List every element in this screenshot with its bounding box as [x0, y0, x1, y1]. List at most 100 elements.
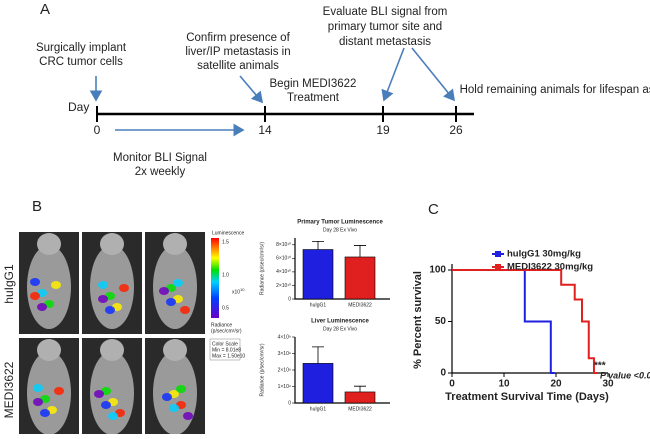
- y-axis-label: % Percent survival: [412, 271, 424, 369]
- timeline-note: Monitor BLI Signal: [113, 152, 207, 164]
- color-bar: [211, 238, 219, 318]
- bar-ylabel: Radiance (p/sec/cm²/sr): [259, 242, 265, 295]
- timeline-note: Begin MEDI3622: [270, 78, 357, 90]
- y-tick-label: 4×10⁹: [278, 334, 291, 340]
- error-bar: [312, 346, 324, 364]
- bar-subtitle: Day 28 Ex Vivo: [323, 227, 357, 233]
- color-scale-text: Min = 8.01e8: [212, 347, 241, 353]
- scale-tick: 1.0: [222, 272, 229, 278]
- y-tick-label: 0: [288, 296, 291, 302]
- y-tick-label: 1×10⁹: [278, 384, 291, 390]
- y-tick-label: 6×10¹⁰: [276, 256, 291, 262]
- timeline-note: CRC tumor cells: [39, 56, 123, 68]
- y-tick-label: 8×10¹⁰: [276, 242, 291, 248]
- error-bar: [312, 240, 324, 250]
- legend-marker: [495, 264, 501, 270]
- radiance-label: Radiance: [211, 322, 232, 328]
- error-bar: [354, 245, 366, 257]
- row-label: MEDI3622: [2, 361, 16, 418]
- y-tick-label: 4×10¹⁰: [276, 269, 291, 275]
- color-scale-box: [209, 338, 241, 361]
- survival-line: [452, 269, 598, 374]
- x-axis-label: Treatment Survival Time (Days): [445, 391, 609, 403]
- bar: [302, 363, 334, 404]
- x-tick-label: 10: [498, 379, 510, 390]
- timeline-axis-label: Day: [68, 100, 89, 114]
- timeline-tick-label: 26: [449, 123, 463, 137]
- y-tick-label: 2×10¹⁰: [276, 283, 291, 289]
- bli-signal: [183, 412, 193, 420]
- mouse-head: [163, 339, 187, 361]
- p-value: P value <0.001: [600, 370, 650, 380]
- legend-label: MEDI3622 30mg/kg: [507, 262, 593, 273]
- bli-signal: [176, 385, 186, 393]
- color-scale-text: Color Scale: [212, 341, 238, 347]
- bar-subtitle: Day 28 Ex Vivo: [323, 326, 357, 332]
- timeline-note: Hold remaining animals for lifespan assa…: [460, 84, 650, 96]
- bli-images: [19, 232, 205, 439]
- scale-unit: x10: [232, 289, 240, 295]
- bar: [344, 256, 376, 300]
- timeline-note: primary tumor site and: [328, 21, 442, 33]
- timeline-note: Treatment: [287, 92, 340, 104]
- timeline-note: distant metastasis: [339, 36, 431, 48]
- axis: [451, 264, 608, 374]
- bli-signal: [94, 390, 104, 398]
- y-tick-label: 0: [440, 368, 446, 379]
- x-tick-label: MEDI3622: [348, 406, 372, 412]
- y-tick-label: 50: [435, 316, 447, 327]
- timeline-note: liver/IP metastasis in: [185, 46, 290, 58]
- bli-signal: [169, 404, 179, 412]
- bar: [302, 249, 334, 300]
- bli-signal: [180, 306, 190, 314]
- legend-label: huIgG1 30mg/kg: [507, 249, 581, 260]
- bli-signal: [51, 281, 61, 289]
- radiance-label: (p/sec/cm²/sr): [211, 328, 242, 334]
- y-tick-label: 0: [288, 400, 291, 406]
- mouse-head: [37, 339, 61, 361]
- arrow: [239, 75, 264, 104]
- row-label: huIgG1: [2, 264, 16, 304]
- bli-signal: [105, 306, 115, 314]
- timeline-tick-label: 0: [94, 123, 101, 137]
- bli-signal: [173, 279, 183, 287]
- timeline-tick-label: 19: [376, 123, 390, 137]
- scale-tick: 0.5: [222, 305, 229, 311]
- bar: [344, 391, 376, 404]
- timeline-note: Confirm presence of: [186, 32, 290, 44]
- mouse-head: [37, 233, 61, 255]
- x-tick-label: 30: [602, 379, 614, 390]
- bli-signal: [33, 384, 43, 392]
- mouse: [27, 351, 71, 435]
- x-tick-label: MEDI3622: [348, 302, 372, 308]
- bli-signal: [166, 298, 176, 306]
- mouse-head: [100, 339, 124, 361]
- survival-line: [452, 269, 555, 374]
- significance: ***: [594, 361, 606, 372]
- x-tick-label: 20: [550, 379, 562, 390]
- y-tick-label: 2×10⁹: [278, 367, 291, 373]
- x-tick-label: huIgG1: [310, 406, 327, 412]
- error-bar: [354, 385, 366, 392]
- bli-signal: [37, 303, 47, 311]
- bli-signal: [30, 278, 40, 286]
- legend-marker: [495, 251, 501, 257]
- bli-signal: [119, 284, 129, 292]
- arrow: [381, 47, 405, 102]
- x-tick-label: huIgG1: [310, 302, 327, 308]
- mouse-head: [163, 233, 187, 255]
- bar-ylabel: Radiance (p/sec/cm²/sr): [259, 343, 265, 396]
- bli-signal: [101, 401, 111, 409]
- bli-signal: [98, 281, 108, 289]
- timeline-note: Surgically implant: [36, 42, 127, 54]
- color-scale-text: Max = 1.50e10: [212, 353, 245, 359]
- scale-tick: 1.5: [222, 239, 229, 245]
- timeline-graphics: [89, 47, 474, 137]
- bli-signal: [30, 292, 40, 300]
- scale-title: Luminescence: [212, 230, 244, 236]
- timeline-note: 2x weekly: [135, 166, 186, 178]
- bli-signal: [33, 398, 43, 406]
- mouse: [27, 245, 71, 329]
- bli-signal: [98, 295, 108, 303]
